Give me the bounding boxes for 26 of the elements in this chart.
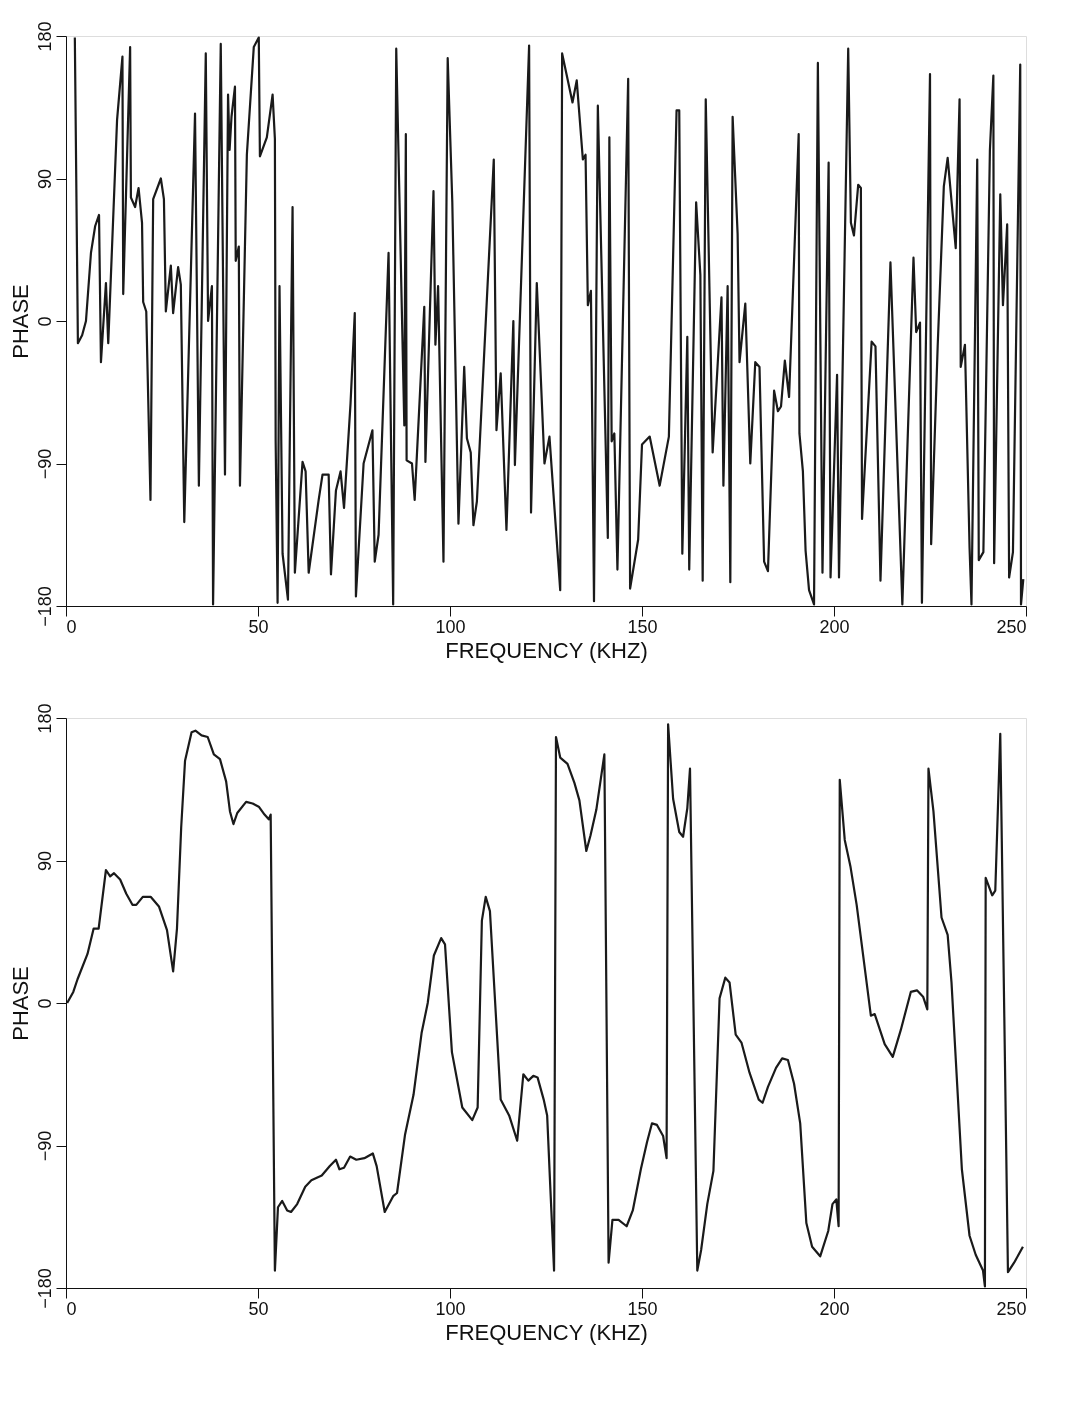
y-tick-label: 0 [34, 998, 55, 1009]
x-tick-label: 250 [996, 1298, 1027, 1319]
y-tick-label: −90 [34, 448, 55, 480]
y-tick-label: 180 [34, 703, 55, 734]
y-tick-label: −180 [34, 586, 55, 627]
y-tick-label: −180 [34, 1268, 55, 1309]
y-tick-label: 90 [34, 168, 55, 190]
x-tick-label: 50 [248, 1298, 269, 1319]
x-tick-label: 100 [435, 616, 466, 637]
x-tick-label: 100 [435, 1298, 466, 1319]
x-tick-label: 0 [66, 1298, 77, 1319]
y-tick-label: 90 [34, 850, 55, 872]
y-tick-label: 0 [34, 316, 55, 327]
x-tick-label: 250 [996, 616, 1027, 637]
x-axis-title: FREQUENCY (KHZ) [445, 637, 648, 663]
x-tick-label: 50 [248, 616, 269, 637]
x-tick-label: 0 [66, 616, 77, 637]
x-tick-label: 150 [627, 1298, 658, 1319]
x-tick-label: 200 [819, 1298, 850, 1319]
y-axis-title: PHASE [7, 966, 33, 1041]
x-tick-label: 150 [627, 616, 658, 637]
y-tick-label: 180 [34, 21, 55, 52]
x-tick-label: 200 [819, 616, 850, 637]
y-axis-title: PHASE [7, 284, 33, 359]
y-tick-label: −90 [34, 1130, 55, 1162]
x-axis-title: FREQUENCY (KHZ) [445, 1319, 648, 1345]
